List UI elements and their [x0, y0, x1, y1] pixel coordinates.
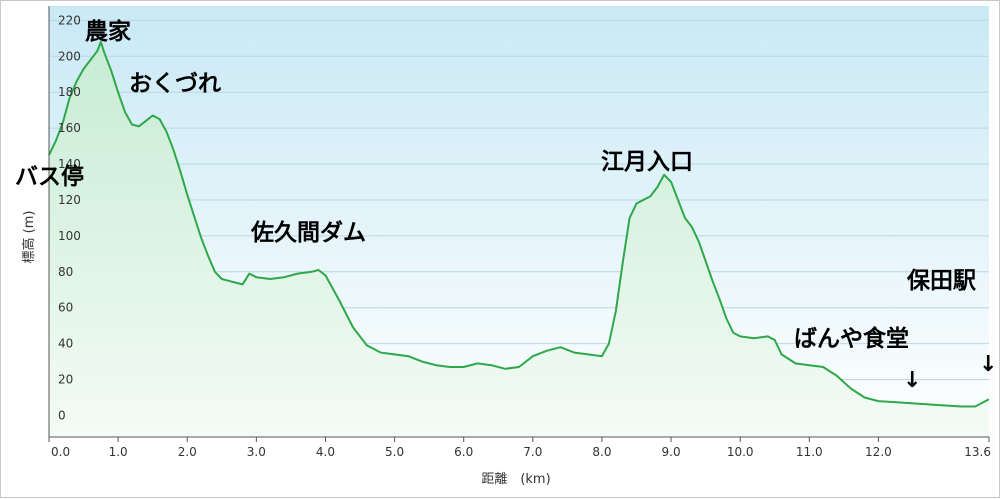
annotation-bus-stop: バス停: [15, 163, 84, 190]
x-tick-label: 11.0: [796, 445, 823, 459]
annotation-farmhouse: 農家: [85, 18, 131, 45]
elevation-line: [48, 40, 990, 408]
x-tick-label: 0.0: [51, 445, 70, 459]
y-tick-label: 100: [58, 229, 81, 243]
x-tick-label: 7.0: [523, 445, 542, 459]
y-tick-label: 80: [58, 265, 73, 279]
x-tick-label: 6.0: [454, 445, 473, 459]
x-tick-label: 10.0: [727, 445, 754, 459]
arrow-down-icon: ↓: [979, 352, 997, 377]
x-axis-title: 距離 (km): [481, 472, 550, 487]
x-tick-label: 5.0: [385, 445, 404, 459]
x-tick-label: 1.0: [109, 445, 128, 459]
annotation-layer: バス停 農家 おくづれ 佐久間ダム 江月入口 ばんや食堂 保田駅 ↓ ↓: [15, 18, 997, 393]
y-tick-label: 200: [58, 49, 81, 63]
y-tick-label: 140: [58, 157, 81, 171]
y-tick-label: 0: [58, 408, 66, 422]
x-tick-label: 12.0: [865, 445, 892, 459]
annotation-banya-shokudo: ばんや食堂: [794, 325, 909, 352]
x-tick-label: 4.0: [316, 445, 335, 459]
x-tick-label: 2.0: [178, 445, 197, 459]
y-tick-label: 160: [58, 121, 81, 135]
y-tick-label: 60: [58, 301, 73, 315]
y-tick-label: 20: [58, 373, 73, 387]
arrow-down-icon: ↓: [903, 368, 921, 393]
x-axis-ticks: 0.0 1.0 2.0 3.0 4.0 5.0 6.0 7.0 8.0 9.0 10.0 11.0 12…: [48, 437, 991, 459]
annotation-sakuma-dam: 佐久間ダム: [250, 219, 366, 246]
x-tick-label: 13.6: [964, 445, 991, 459]
y-tick-label: 40: [58, 337, 73, 351]
y-axis-title: 標高 (m): [21, 211, 37, 264]
x-tick-label: 9.0: [662, 445, 681, 459]
y-axis-ticks: 0 20 40 60 80 100 120 140 160 180 200 220: [58, 13, 81, 422]
y-tick-label: 220: [58, 13, 81, 27]
y-tick-label: 180: [58, 85, 81, 99]
annotation-egetsu-entrance: 江月入口: [601, 149, 693, 175]
annotation-okuzure: おくづれ: [129, 71, 221, 97]
x-tick-label: 3.0: [247, 445, 266, 459]
annotation-hota-station: 保田駅: [906, 267, 976, 294]
x-tick-label: 8.0: [592, 445, 611, 459]
y-tick-label: 120: [58, 193, 81, 207]
